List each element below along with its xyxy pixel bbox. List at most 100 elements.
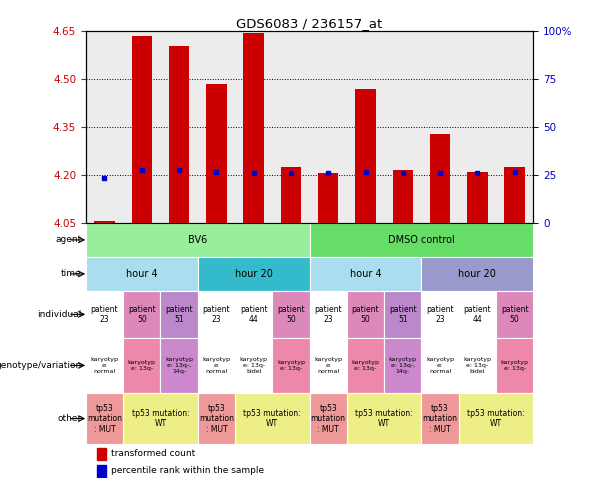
Bar bbox=[235, 393, 310, 444]
Text: karyotyp
e: 13q-
bidel: karyotyp e: 13q- bidel bbox=[463, 357, 492, 374]
Bar bbox=[272, 31, 310, 223]
Text: patient
50: patient 50 bbox=[501, 305, 528, 324]
Bar bbox=[310, 338, 347, 393]
Bar bbox=[504, 167, 525, 223]
Bar bbox=[310, 257, 421, 291]
Bar bbox=[272, 338, 310, 393]
Bar bbox=[235, 338, 272, 393]
Bar bbox=[421, 257, 533, 291]
Bar bbox=[197, 257, 310, 291]
Bar bbox=[384, 338, 421, 393]
Text: karyotyp
e: 13q-: karyotyp e: 13q- bbox=[501, 360, 528, 371]
Bar bbox=[86, 291, 123, 338]
Bar bbox=[161, 291, 197, 338]
Bar bbox=[459, 291, 496, 338]
Text: time: time bbox=[61, 270, 82, 278]
Bar bbox=[421, 291, 459, 338]
Text: tp53
mutation
: MUT: tp53 mutation : MUT bbox=[422, 404, 457, 434]
Bar bbox=[421, 31, 459, 223]
Text: hour 20: hour 20 bbox=[459, 269, 497, 279]
Bar bbox=[161, 31, 197, 223]
Bar bbox=[86, 338, 123, 393]
Bar bbox=[310, 31, 347, 223]
Bar bbox=[421, 393, 459, 444]
Bar bbox=[496, 338, 533, 393]
Text: karyotyp
e:
normal: karyotyp e: normal bbox=[426, 357, 454, 374]
Text: patient
23: patient 23 bbox=[426, 305, 454, 324]
Bar bbox=[86, 31, 123, 223]
Text: agent: agent bbox=[55, 235, 82, 244]
Bar bbox=[123, 393, 197, 444]
Bar bbox=[197, 31, 235, 223]
Text: karyotyp
e: 13q-
bidel: karyotyp e: 13q- bidel bbox=[240, 357, 268, 374]
Text: karyotyp
e:
normal: karyotyp e: normal bbox=[91, 357, 118, 374]
Text: patient
23: patient 23 bbox=[202, 305, 230, 324]
Text: patient
50: patient 50 bbox=[277, 305, 305, 324]
Text: patient
51: patient 51 bbox=[389, 305, 417, 324]
Bar bbox=[243, 33, 264, 223]
Text: tp53 mutation:
WT: tp53 mutation: WT bbox=[467, 409, 525, 428]
Bar bbox=[310, 291, 347, 338]
Text: tp53 mutation:
WT: tp53 mutation: WT bbox=[243, 409, 301, 428]
Bar bbox=[272, 291, 310, 338]
Text: tp53 mutation:
WT: tp53 mutation: WT bbox=[132, 409, 189, 428]
Text: karyotyp
e: 13q-,
14q-: karyotyp e: 13q-, 14q- bbox=[165, 357, 193, 374]
Bar bbox=[94, 221, 115, 223]
Text: patient
50: patient 50 bbox=[352, 305, 379, 324]
Bar bbox=[161, 338, 197, 393]
Bar bbox=[197, 338, 235, 393]
Text: BV6: BV6 bbox=[188, 235, 207, 245]
Text: karyotyp
e: 13q-: karyotyp e: 13q- bbox=[351, 360, 379, 371]
Bar bbox=[459, 31, 496, 223]
Text: karyotyp
e:
normal: karyotyp e: normal bbox=[314, 357, 342, 374]
Text: tp53 mutation:
WT: tp53 mutation: WT bbox=[356, 409, 413, 428]
Bar bbox=[86, 257, 197, 291]
Text: patient
51: patient 51 bbox=[166, 305, 193, 324]
Bar bbox=[430, 133, 451, 223]
Bar bbox=[347, 338, 384, 393]
Text: DMSO control: DMSO control bbox=[388, 235, 455, 245]
Bar bbox=[123, 291, 161, 338]
Bar bbox=[132, 36, 152, 223]
Bar bbox=[347, 31, 384, 223]
Bar bbox=[392, 170, 413, 223]
Text: patient
23: patient 23 bbox=[91, 305, 118, 324]
Bar bbox=[123, 31, 161, 223]
Bar bbox=[310, 393, 347, 444]
Bar bbox=[97, 465, 106, 477]
Text: hour 4: hour 4 bbox=[126, 269, 158, 279]
Bar bbox=[197, 393, 235, 444]
Bar bbox=[169, 46, 189, 223]
Text: hour 20: hour 20 bbox=[235, 269, 273, 279]
Text: patient
44: patient 44 bbox=[240, 305, 267, 324]
Bar bbox=[235, 31, 272, 223]
Bar bbox=[347, 291, 384, 338]
Text: tp53
mutation
: MUT: tp53 mutation : MUT bbox=[199, 404, 234, 434]
Bar bbox=[86, 223, 310, 257]
Bar bbox=[421, 338, 459, 393]
Bar bbox=[384, 31, 421, 223]
Bar bbox=[123, 338, 161, 393]
Bar bbox=[206, 84, 227, 223]
Text: other: other bbox=[57, 414, 82, 423]
Bar bbox=[347, 393, 421, 444]
Bar bbox=[496, 291, 533, 338]
Text: tp53
mutation
: MUT: tp53 mutation : MUT bbox=[87, 404, 122, 434]
Bar bbox=[459, 393, 533, 444]
Text: patient
50: patient 50 bbox=[128, 305, 156, 324]
Bar bbox=[197, 291, 235, 338]
Bar bbox=[356, 89, 376, 223]
Bar bbox=[86, 393, 123, 444]
Bar bbox=[384, 291, 421, 338]
Bar bbox=[310, 223, 533, 257]
Bar bbox=[496, 31, 533, 223]
Text: karyotyp
e:
normal: karyotyp e: normal bbox=[202, 357, 230, 374]
Text: karyotyp
e: 13q-: karyotyp e: 13q- bbox=[128, 360, 156, 371]
Text: karyotyp
e: 13q-: karyotyp e: 13q- bbox=[277, 360, 305, 371]
Text: patient
23: patient 23 bbox=[314, 305, 342, 324]
Text: tp53
mutation
: MUT: tp53 mutation : MUT bbox=[311, 404, 346, 434]
Bar bbox=[467, 172, 487, 223]
Bar bbox=[318, 173, 338, 223]
Text: individual: individual bbox=[37, 310, 82, 319]
Text: transformed count: transformed count bbox=[111, 449, 196, 458]
